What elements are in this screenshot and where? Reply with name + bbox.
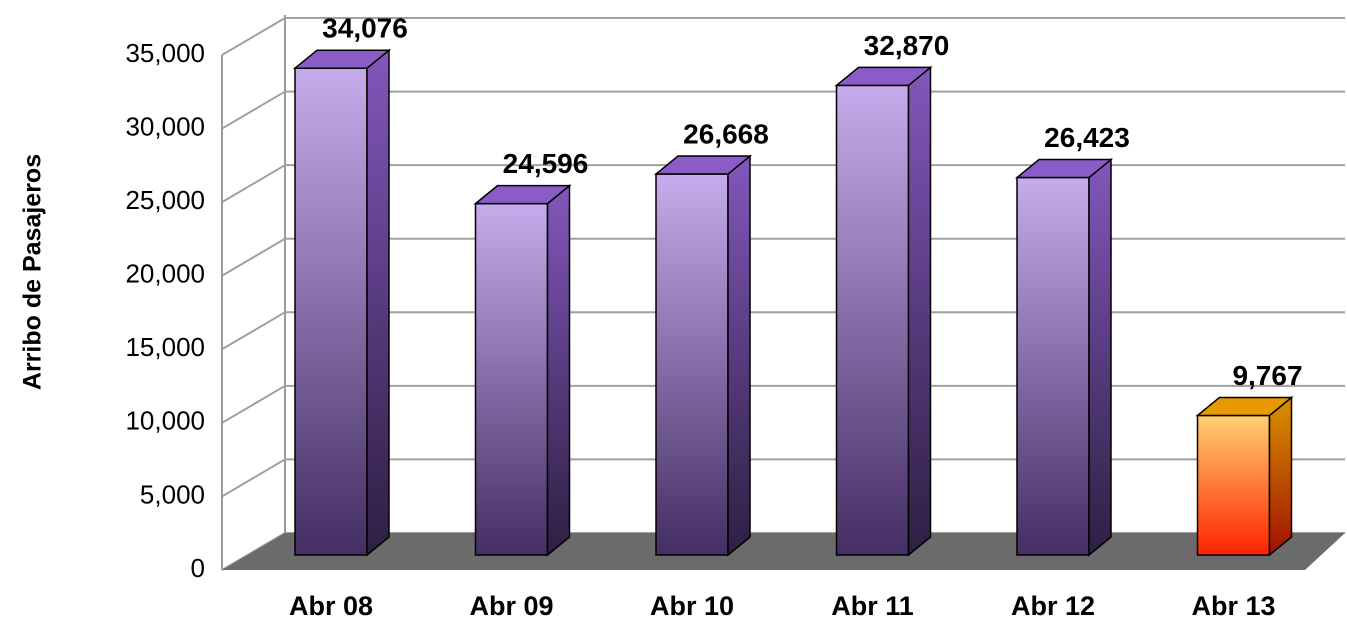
x-tick-label: Abr 10 bbox=[650, 591, 734, 621]
bar-side bbox=[1088, 157, 1112, 557]
y-tick-label: 10,000 bbox=[125, 406, 205, 436]
x-tick-label: Abr 11 bbox=[831, 591, 914, 621]
grid-line bbox=[221, 90, 1345, 130]
bar-top bbox=[1014, 158, 1114, 179]
y-tick-label: 5,000 bbox=[140, 479, 205, 509]
y-tick-label: 35,000 bbox=[125, 38, 205, 68]
y-tick-label: 0 bbox=[191, 553, 205, 583]
bar-front bbox=[1196, 414, 1271, 556]
grid-line bbox=[221, 17, 1345, 56]
value-label: 24,596 bbox=[503, 148, 589, 179]
bar-side bbox=[907, 65, 932, 557]
grid-line bbox=[221, 384, 1345, 424]
y-axis-label: Arribo de Pasajeros bbox=[19, 154, 47, 390]
bar-side bbox=[366, 48, 390, 557]
grid-line bbox=[221, 311, 1345, 351]
y-tick-label: 20,000 bbox=[125, 259, 205, 289]
bar-front bbox=[1016, 176, 1090, 556]
y-tick-label: 30,000 bbox=[125, 111, 205, 141]
x-tick-label: Abr 12 bbox=[1011, 591, 1095, 621]
grid-line bbox=[221, 458, 1345, 498]
bar-top bbox=[653, 155, 753, 175]
y-tick-label: 25,000 bbox=[125, 185, 205, 215]
x-tick-label: Abr 09 bbox=[469, 591, 553, 621]
bar-side bbox=[727, 154, 751, 557]
bar-front bbox=[294, 67, 368, 556]
bar-front bbox=[655, 173, 729, 556]
value-label: 26,668 bbox=[683, 118, 769, 149]
grid-line bbox=[221, 237, 1345, 277]
value-label: 26,423 bbox=[1044, 122, 1130, 153]
bar-top bbox=[834, 66, 933, 87]
x-tick-label: Abr 08 bbox=[289, 591, 373, 621]
bar-side bbox=[546, 184, 571, 557]
bar-front bbox=[835, 84, 910, 556]
bar-front bbox=[474, 202, 549, 556]
bar-side bbox=[1268, 395, 1293, 557]
grid-line bbox=[221, 164, 1345, 204]
bar-top bbox=[1195, 396, 1294, 417]
floor bbox=[222, 533, 1345, 570]
value-label: 32,870 bbox=[864, 30, 950, 61]
bar-top bbox=[292, 49, 392, 69]
value-label: 34,076 bbox=[322, 13, 408, 44]
y-tick-label: 15,000 bbox=[125, 332, 205, 362]
x-tick-label: Abr 13 bbox=[1191, 591, 1275, 621]
bar-top bbox=[473, 184, 572, 205]
value-label: 9,767 bbox=[1232, 360, 1302, 391]
